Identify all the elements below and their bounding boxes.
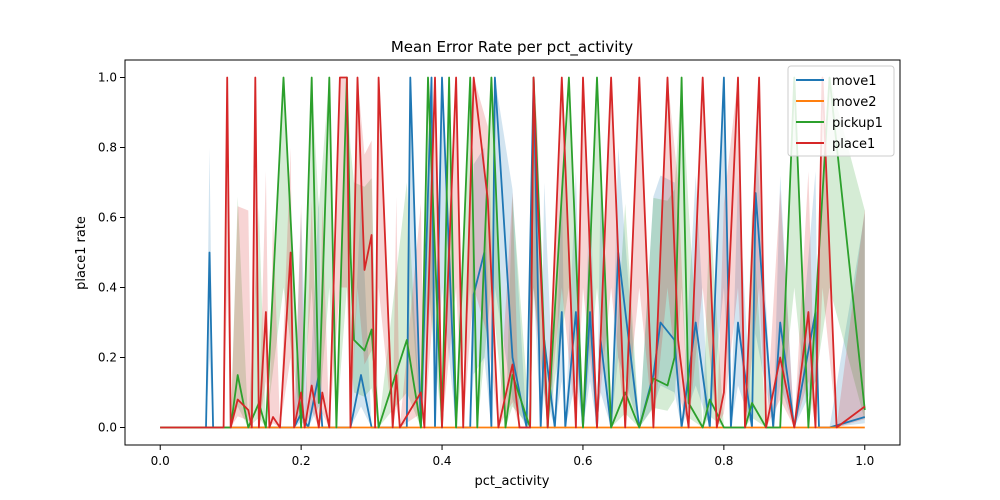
x-tick-label: 0.0: [151, 454, 170, 468]
x-axis-ticks: 0.0 0.2 0.4 0.6 0.8 1.0: [151, 445, 874, 468]
plot-area: [160, 76, 866, 429]
confidence-bands: [160, 77, 865, 428]
y-tick-label: 0.0: [98, 421, 117, 435]
x-tick-label: 0.4: [432, 454, 451, 468]
x-tick-label: 0.6: [573, 454, 592, 468]
line-move1: [160, 76, 866, 429]
line-pickup1: [160, 76, 866, 429]
x-tick-label: 0.2: [292, 454, 311, 468]
band-move1: [160, 77, 865, 428]
y-tick-label: 0.8: [98, 141, 117, 155]
axes-frame: [124, 59, 901, 446]
line-place1: [160, 76, 866, 429]
legend-box: [787, 65, 895, 157]
y-tick-label: 0.2: [98, 351, 117, 365]
band-place1: [160, 77, 865, 428]
band-pickup1: [160, 77, 865, 428]
y-axis-label: place1 rate: [74, 216, 89, 290]
series-lines: [160, 76, 866, 429]
y-tick-label: 0.4: [98, 281, 117, 295]
legend-label-move1: move1: [832, 74, 877, 89]
chart-title: Mean Error Rate per pct_activity: [391, 38, 633, 57]
legend-label-place1: place1: [832, 137, 875, 152]
y-tick-label: 0.6: [98, 211, 117, 225]
y-tick-label: 1.0: [98, 71, 117, 85]
legend-label-move2: move2: [832, 95, 877, 110]
legend: move1 move2 pickup1 place1: [787, 65, 895, 157]
y-axis-ticks: 0.0 0.2 0.4 0.6 0.8 1.0: [98, 71, 125, 435]
x-axis-label: pct_activity: [475, 474, 550, 489]
legend-label-pickup1: pickup1: [832, 116, 883, 131]
x-tick-label: 0.8: [714, 454, 733, 468]
x-tick-label: 1.0: [855, 454, 874, 468]
